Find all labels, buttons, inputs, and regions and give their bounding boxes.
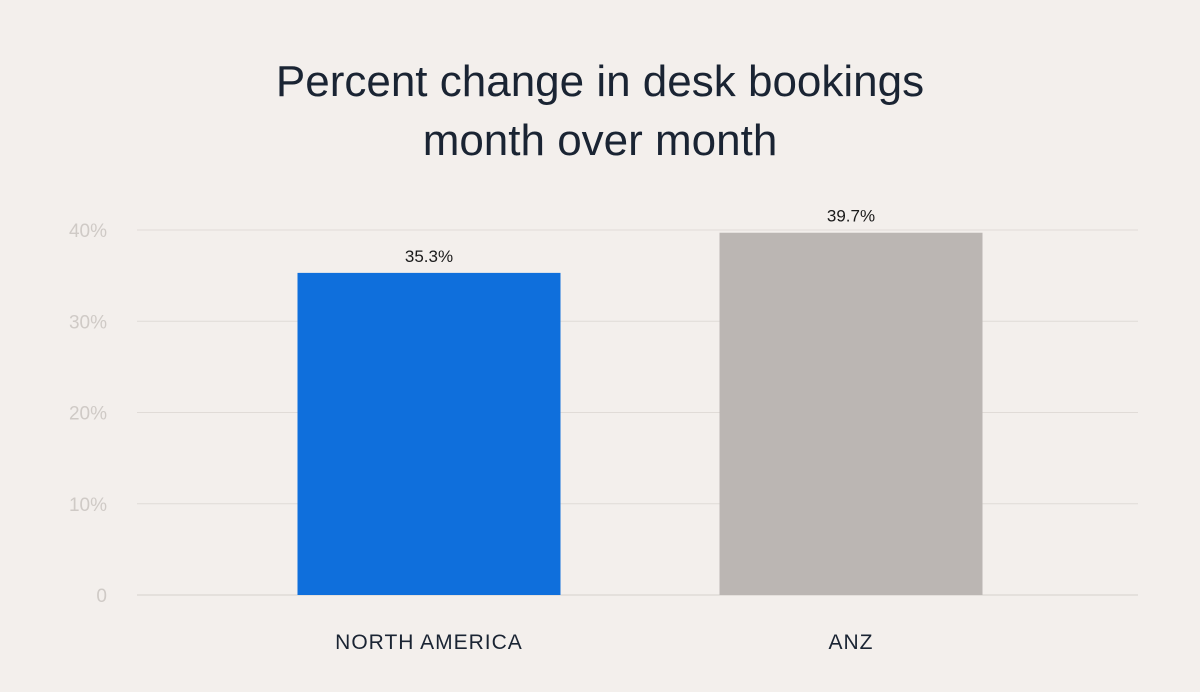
chart-title: Percent change in desk bookings month ov… [0, 52, 1200, 170]
y-tick-label-30: 30% [69, 312, 107, 333]
category-label-north-america: NORTH AMERICA [335, 631, 523, 654]
data-label-north-america: 35.3% [405, 247, 453, 266]
bar-anz [719, 232, 983, 596]
category-label-anz: ANZ [829, 631, 874, 654]
bar-north-america [297, 272, 561, 595]
y-tick-label-0: 0 [96, 586, 107, 607]
y-tick-label-10: 10% [69, 495, 107, 516]
data-label-anz: 39.7% [827, 207, 875, 226]
chart-title-line-1: Percent change in desk bookings [275, 57, 925, 106]
y-tick-label-40: 40% [69, 221, 107, 242]
y-tick-label-20: 20% [69, 404, 107, 425]
chart-title-line-2: month over month [422, 116, 778, 165]
